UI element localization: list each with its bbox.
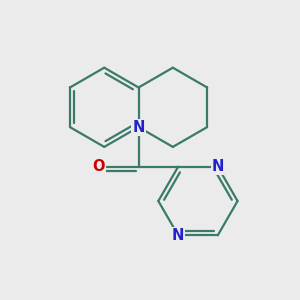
Text: N: N: [172, 228, 184, 243]
Text: N: N: [212, 159, 224, 174]
Text: O: O: [93, 159, 105, 174]
Text: N: N: [132, 120, 145, 135]
